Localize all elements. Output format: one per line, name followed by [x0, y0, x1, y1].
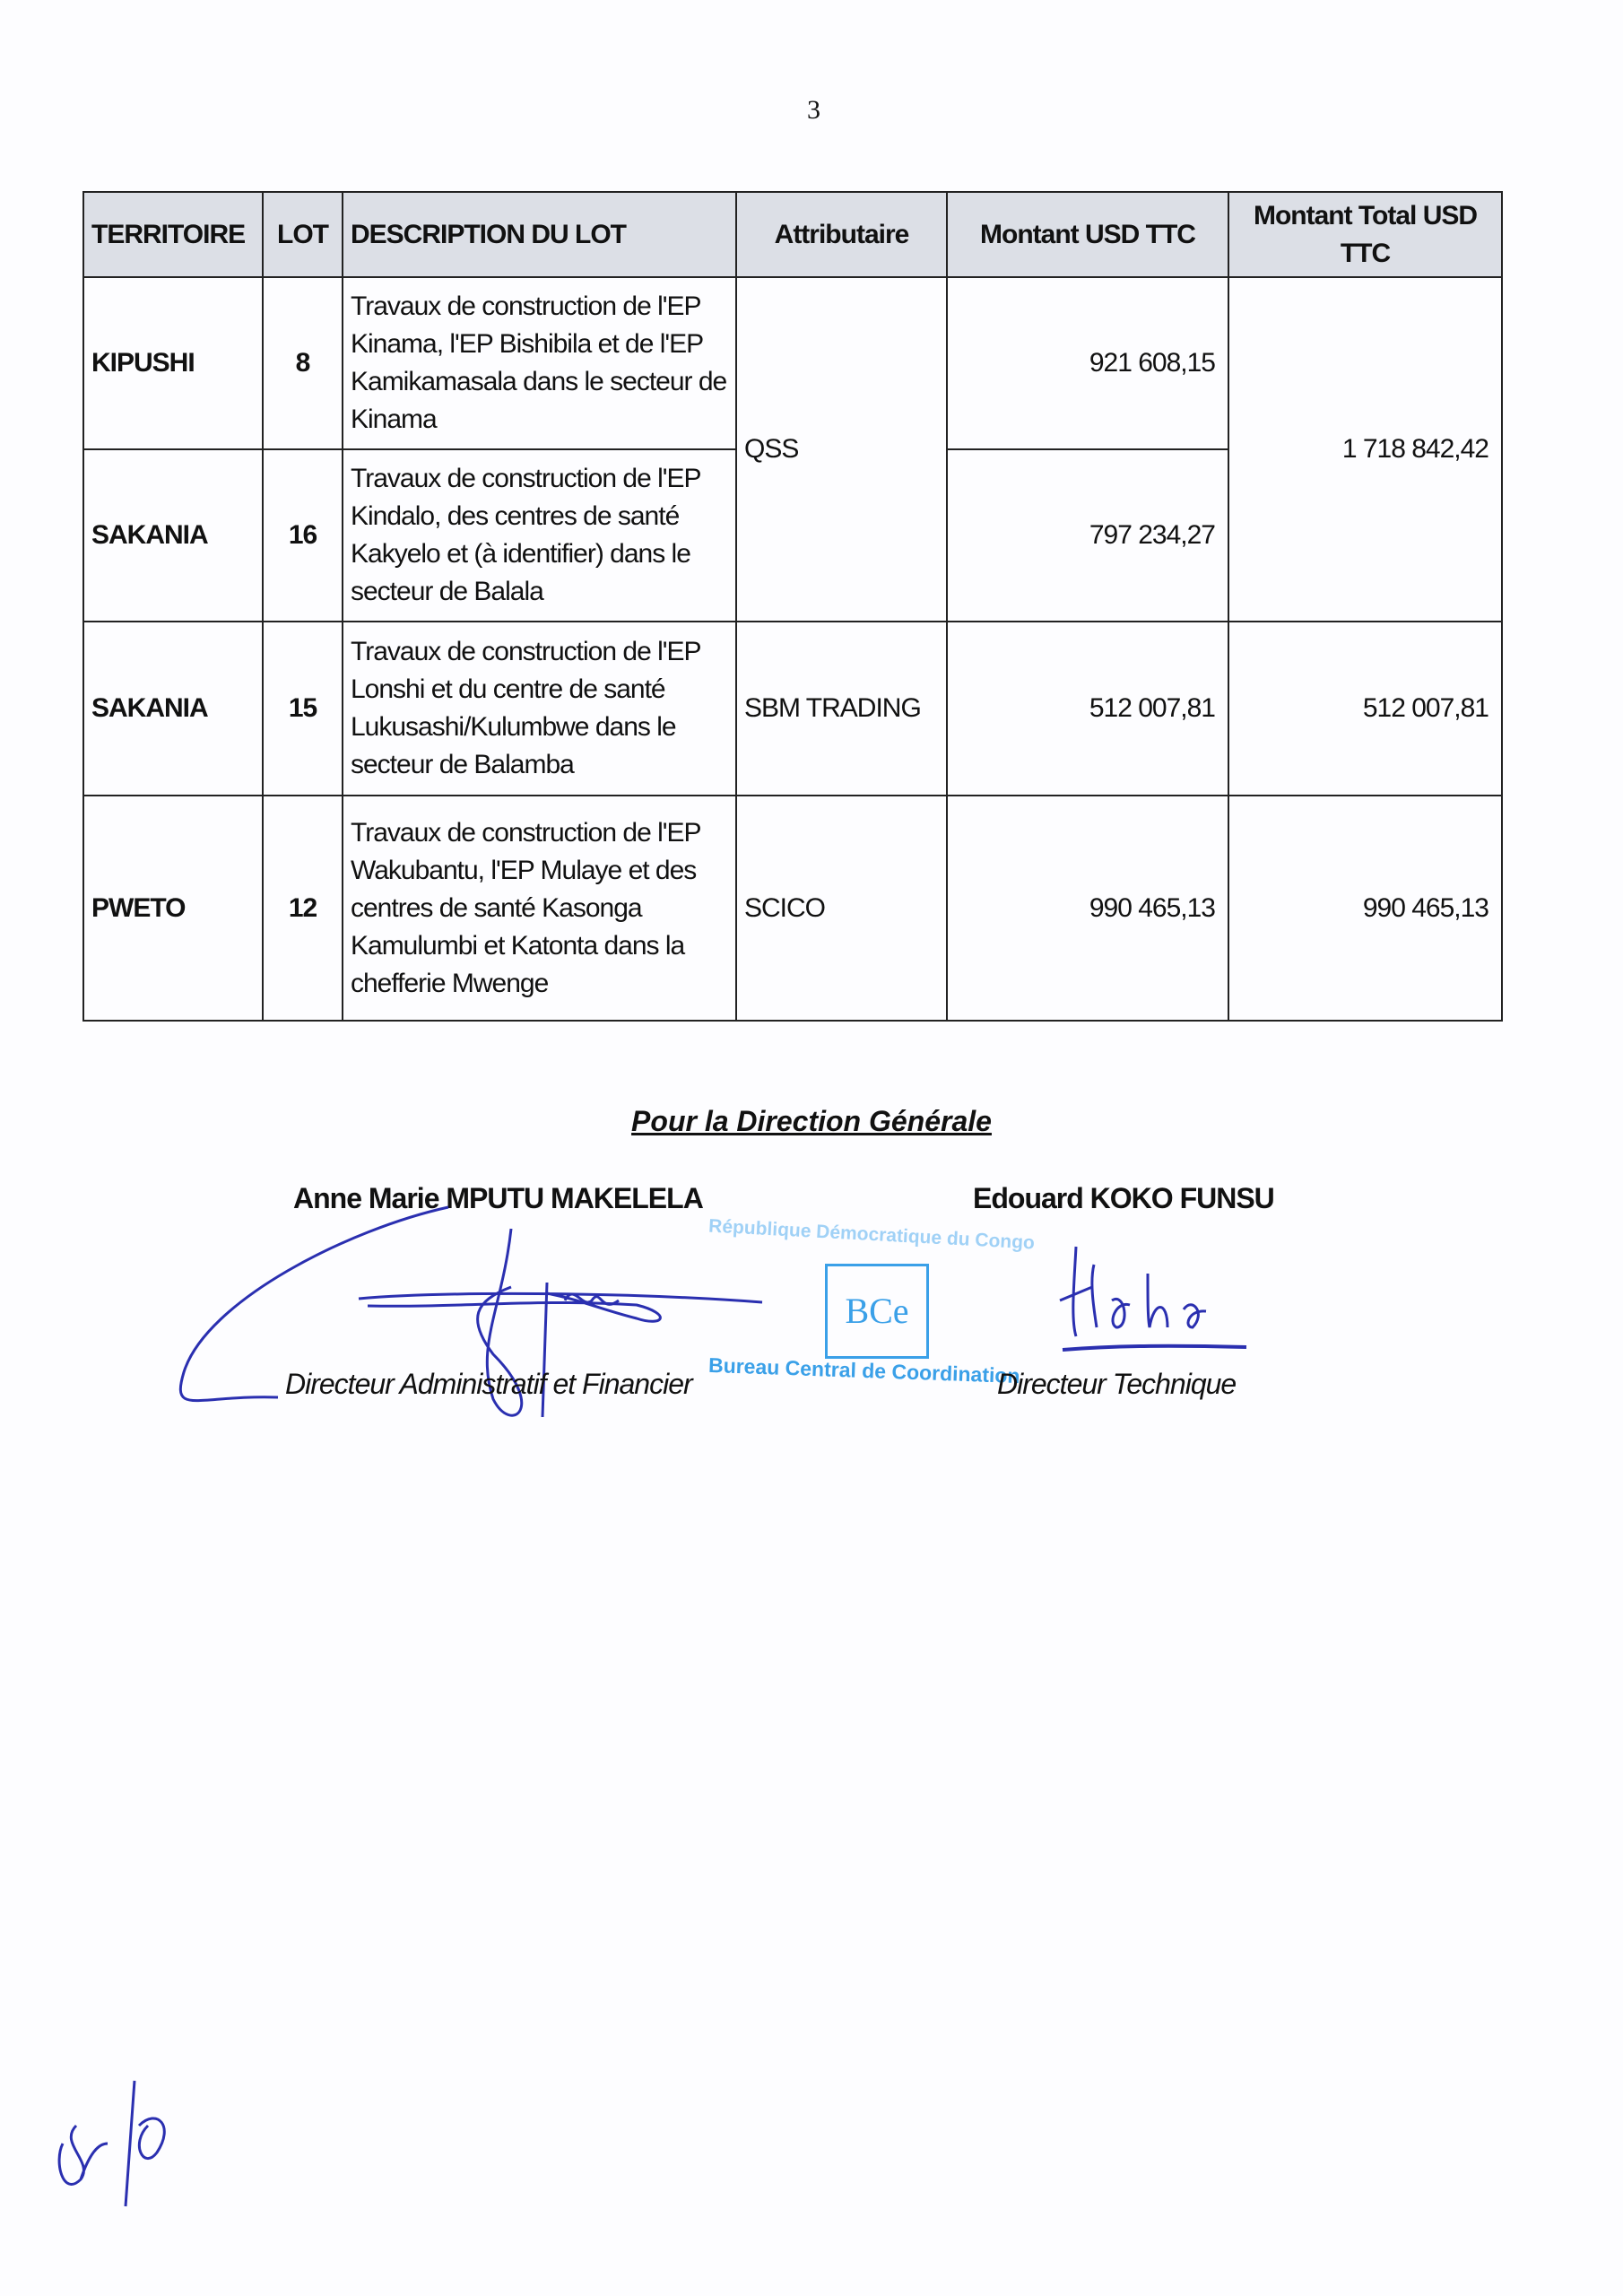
cell-description: Travaux de construction de l'EP Lonshi e…: [342, 621, 737, 796]
cell-montant: 990 465,13: [946, 795, 1229, 1022]
stamp-logo: BCe: [825, 1264, 929, 1359]
header-lot: LOT: [262, 191, 343, 278]
left-signatory-name: Anne Marie MPUTU MAKELELA: [293, 1182, 704, 1214]
page-number: 3: [807, 95, 820, 125]
cell-territoire: SAKANIA: [82, 621, 264, 796]
right-handwritten-signature: [1059, 1246, 1247, 1352]
signature-section-title: Pour la Direction Générale: [0, 1105, 1623, 1138]
table-row: PWETO 12 Travaux de construction de l'EP…: [82, 795, 1503, 1022]
lots-table: TERRITOIRE LOT DESCRIPTION DU LOT Attrib…: [82, 191, 1503, 1022]
header-attributaire: Attributaire: [735, 191, 948, 278]
cell-montant: 512 007,81: [946, 621, 1229, 796]
cell-lot: 15: [262, 621, 343, 796]
left-handwritten-signature: [178, 1205, 763, 1418]
cell-lot: 8: [262, 276, 343, 450]
cell-montant: 921 608,15: [946, 276, 1229, 450]
table-row: KIPUSHI 8 Travaux de construction de l'E…: [82, 276, 1503, 622]
header-territoire: TERRITOIRE: [82, 191, 264, 278]
cell-attributaire: SCICO: [735, 795, 948, 1022]
cell-territoire: PWETO: [82, 795, 264, 1022]
cell-attributaire: QSS: [735, 276, 948, 622]
header-montant: Montant USD TTC: [946, 191, 1229, 278]
cell-total: 990 465,13: [1228, 795, 1503, 1022]
cell-territoire: KIPUSHI: [82, 276, 264, 450]
cell-territoire: SAKANIA: [82, 448, 264, 622]
cell-description: Travaux de construction de l'EP Kindalo,…: [342, 448, 737, 622]
right-signatory-name: Edouard KOKO FUNSU: [973, 1182, 1275, 1214]
cell-description: Travaux de construction de l'EP Kinama, …: [342, 276, 737, 450]
signature-title-text: Pour la Direction Générale: [631, 1105, 992, 1137]
cell-montant: 797 234,27: [946, 448, 1229, 622]
table-header-row: TERRITOIRE LOT DESCRIPTION DU LOT Attrib…: [82, 191, 1503, 278]
header-description: DESCRIPTION DU LOT: [342, 191, 737, 278]
cell-lot: 16: [262, 448, 343, 622]
table-row: SAKANIA 15 Travaux de construction de l'…: [82, 621, 1503, 796]
table-row: SAKANIA 16 Travaux de construction de l'…: [82, 448, 1502, 622]
cell-attributaire: SBM TRADING: [735, 621, 948, 796]
right-signatory-role: Directeur Technique: [997, 1368, 1237, 1400]
cell-total: 1 718 842,42: [1228, 276, 1503, 622]
cell-lot: 12: [262, 795, 343, 1022]
left-signatory-role: Directeur Administratif et Financier: [285, 1368, 693, 1400]
handwritten-initials: [57, 2080, 166, 2207]
cell-description: Travaux de construction de l'EP Wakubant…: [342, 795, 737, 1022]
header-montant-total: Montant Total USD TTC: [1228, 191, 1503, 278]
official-stamp: République Démocratique du Congo BCe Bur…: [708, 1215, 1067, 1404]
cell-total: 512 007,81: [1228, 621, 1503, 796]
